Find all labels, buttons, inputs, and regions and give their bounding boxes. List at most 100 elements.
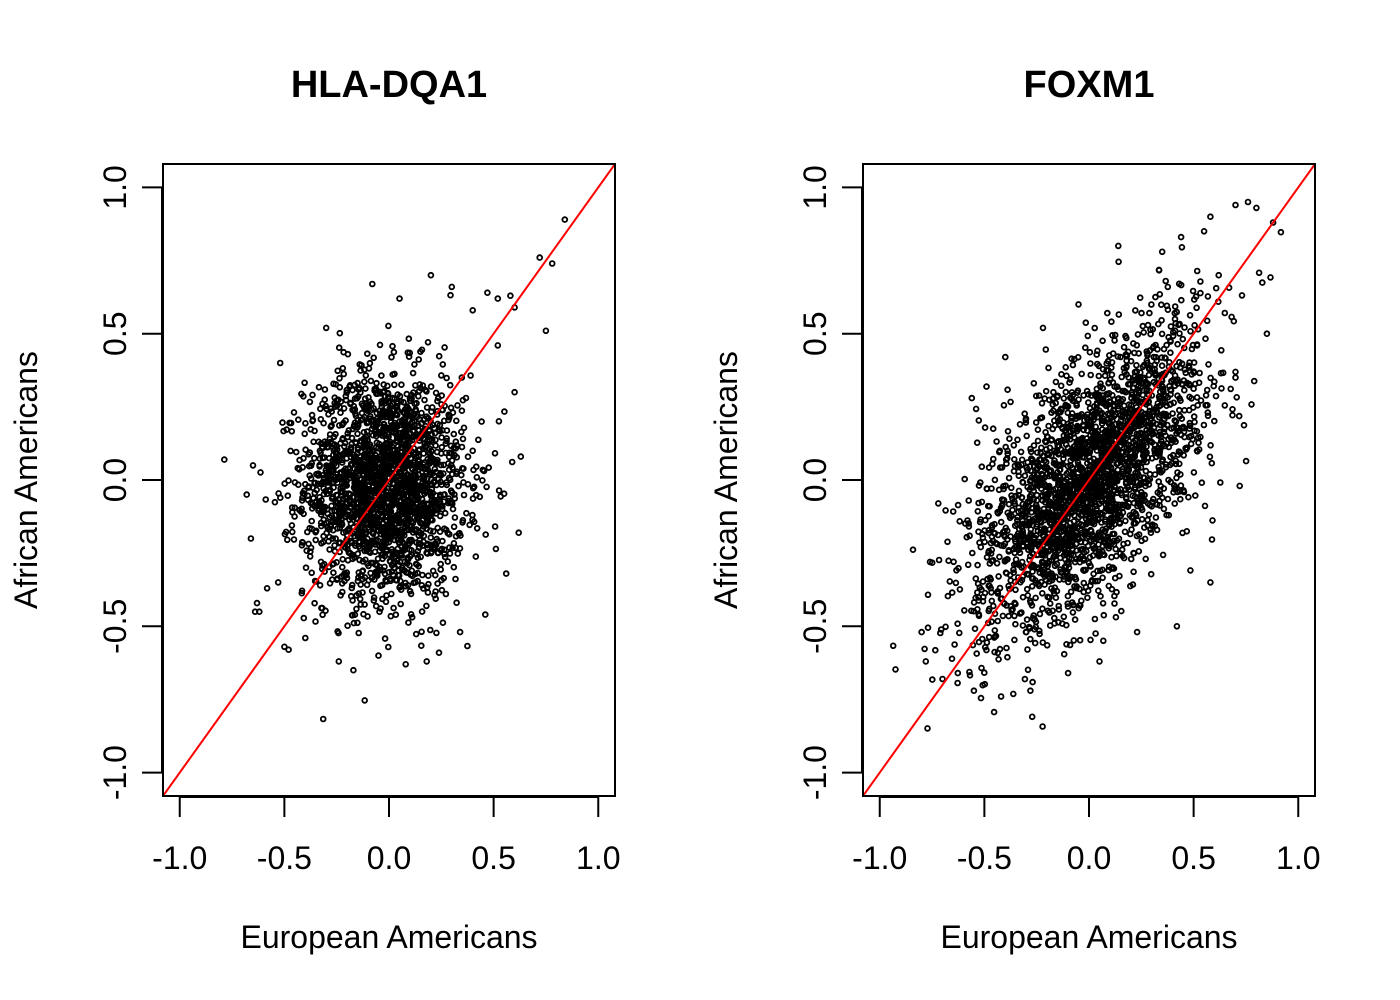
data-point (353, 477, 361, 485)
data-point (363, 508, 370, 516)
data-point (430, 528, 437, 535)
data-point (384, 534, 392, 541)
data-point (443, 481, 451, 489)
data-point (1024, 666, 1032, 674)
data-point (1131, 493, 1139, 500)
data-point (342, 392, 350, 400)
data-point (1200, 421, 1208, 429)
data-point (1071, 583, 1078, 590)
data-point (432, 389, 440, 397)
data-point (1118, 373, 1125, 381)
data-point (997, 518, 1005, 526)
data-point (1036, 610, 1044, 618)
data-point (1101, 372, 1109, 380)
data-point (344, 622, 351, 629)
data-point (994, 509, 1002, 517)
data-point (1188, 371, 1195, 378)
data-point (1150, 353, 1158, 361)
data-point (1099, 599, 1107, 607)
data-point (327, 438, 335, 446)
data-point (352, 505, 360, 512)
data-point (1062, 363, 1069, 371)
data-point (456, 628, 464, 636)
data-point (1033, 471, 1041, 479)
data-point (1001, 353, 1009, 361)
data-point (394, 400, 401, 407)
data-point (1240, 421, 1248, 429)
data-point (1108, 318, 1115, 326)
data-point (1227, 385, 1234, 393)
data-point (451, 491, 458, 498)
data-point (395, 435, 403, 442)
data-point (1061, 573, 1068, 580)
data-point (1105, 582, 1113, 590)
data-point (306, 553, 314, 560)
data-point (1012, 600, 1019, 608)
data-point (536, 254, 543, 261)
data-point (380, 397, 388, 405)
data-point (1061, 436, 1069, 444)
data-point (1145, 371, 1153, 379)
data-point (1011, 462, 1019, 470)
data-point (979, 597, 987, 605)
data-point (1048, 436, 1055, 443)
data-point (1067, 376, 1074, 383)
data-point (354, 430, 361, 438)
data-point (1259, 279, 1266, 286)
data-point (1180, 487, 1187, 494)
data-point (1164, 283, 1172, 291)
data-point (1217, 369, 1225, 377)
data-point (1088, 428, 1095, 435)
data-point (950, 558, 957, 566)
data-point (1012, 620, 1019, 628)
data-point (1098, 420, 1106, 427)
data-point (1069, 427, 1077, 435)
data-point (335, 658, 343, 665)
data-point (417, 642, 425, 649)
data-point (968, 394, 976, 402)
data-point (1048, 409, 1055, 417)
data-point (1208, 459, 1216, 467)
reference-line (863, 164, 1315, 796)
data-point (482, 531, 490, 538)
data-point (1178, 296, 1185, 304)
data-point (1097, 592, 1104, 600)
data-point (302, 419, 309, 427)
data-point (456, 545, 464, 552)
data-point (1201, 502, 1209, 510)
data-point (361, 601, 368, 608)
data-point (294, 481, 302, 489)
data-point (1091, 324, 1098, 332)
data-point (363, 428, 371, 435)
data-point (1176, 412, 1184, 420)
data-point (338, 421, 346, 429)
data-point (330, 416, 338, 424)
data-point (1111, 574, 1119, 582)
data-point (1130, 377, 1137, 384)
data-point (1034, 564, 1042, 571)
data-point (415, 426, 423, 434)
data-point (320, 419, 327, 427)
data-point (379, 456, 387, 464)
data-point (410, 432, 418, 440)
data-point (310, 454, 318, 462)
data-point (423, 521, 430, 529)
data-point (393, 411, 401, 419)
data-point (448, 283, 456, 291)
data-point (438, 434, 445, 441)
data-point (991, 476, 999, 484)
data-point (1054, 442, 1061, 450)
data-point (968, 549, 976, 557)
data-point (389, 342, 396, 350)
data-point (1175, 280, 1183, 288)
data-point (1134, 517, 1141, 524)
data-point (1171, 417, 1178, 424)
data-point (974, 507, 982, 515)
data-point (1117, 550, 1124, 557)
data-point (344, 556, 352, 564)
data-point (354, 420, 362, 428)
data-point (446, 550, 454, 557)
data-point (1001, 540, 1009, 548)
data-point (1046, 444, 1054, 452)
data-point (1087, 371, 1094, 379)
